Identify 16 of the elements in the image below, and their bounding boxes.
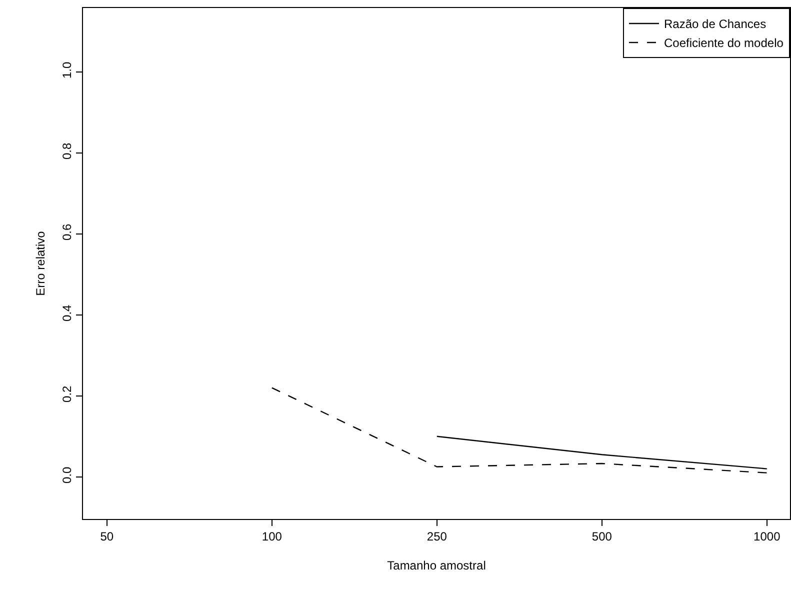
x-axis-title: Tamanho amostral: [387, 558, 486, 572]
y-axis-title: Erro relativo: [34, 230, 48, 296]
x-tick-label: 50: [100, 529, 114, 544]
x-tick-label: 500: [592, 529, 612, 544]
y-tick-label: 0.0: [60, 466, 74, 484]
legend-label: Razão de Chances: [664, 17, 766, 32]
y-tick-label: 0.2: [60, 385, 74, 402]
x-tick-label: 1000: [754, 529, 781, 544]
x-tick-label: 250: [426, 529, 448, 544]
x-tick-label: 100: [262, 529, 282, 544]
y-tick-label: 0.4: [60, 304, 74, 322]
y-tick-label: 0.6: [60, 223, 74, 240]
line-series: [271, 387, 768, 474]
y-tick-label: 1.0: [60, 62, 74, 79]
y-tick-label: 0.8: [60, 142, 74, 160]
legend-label: Coeficiente do modelo: [664, 36, 784, 50]
